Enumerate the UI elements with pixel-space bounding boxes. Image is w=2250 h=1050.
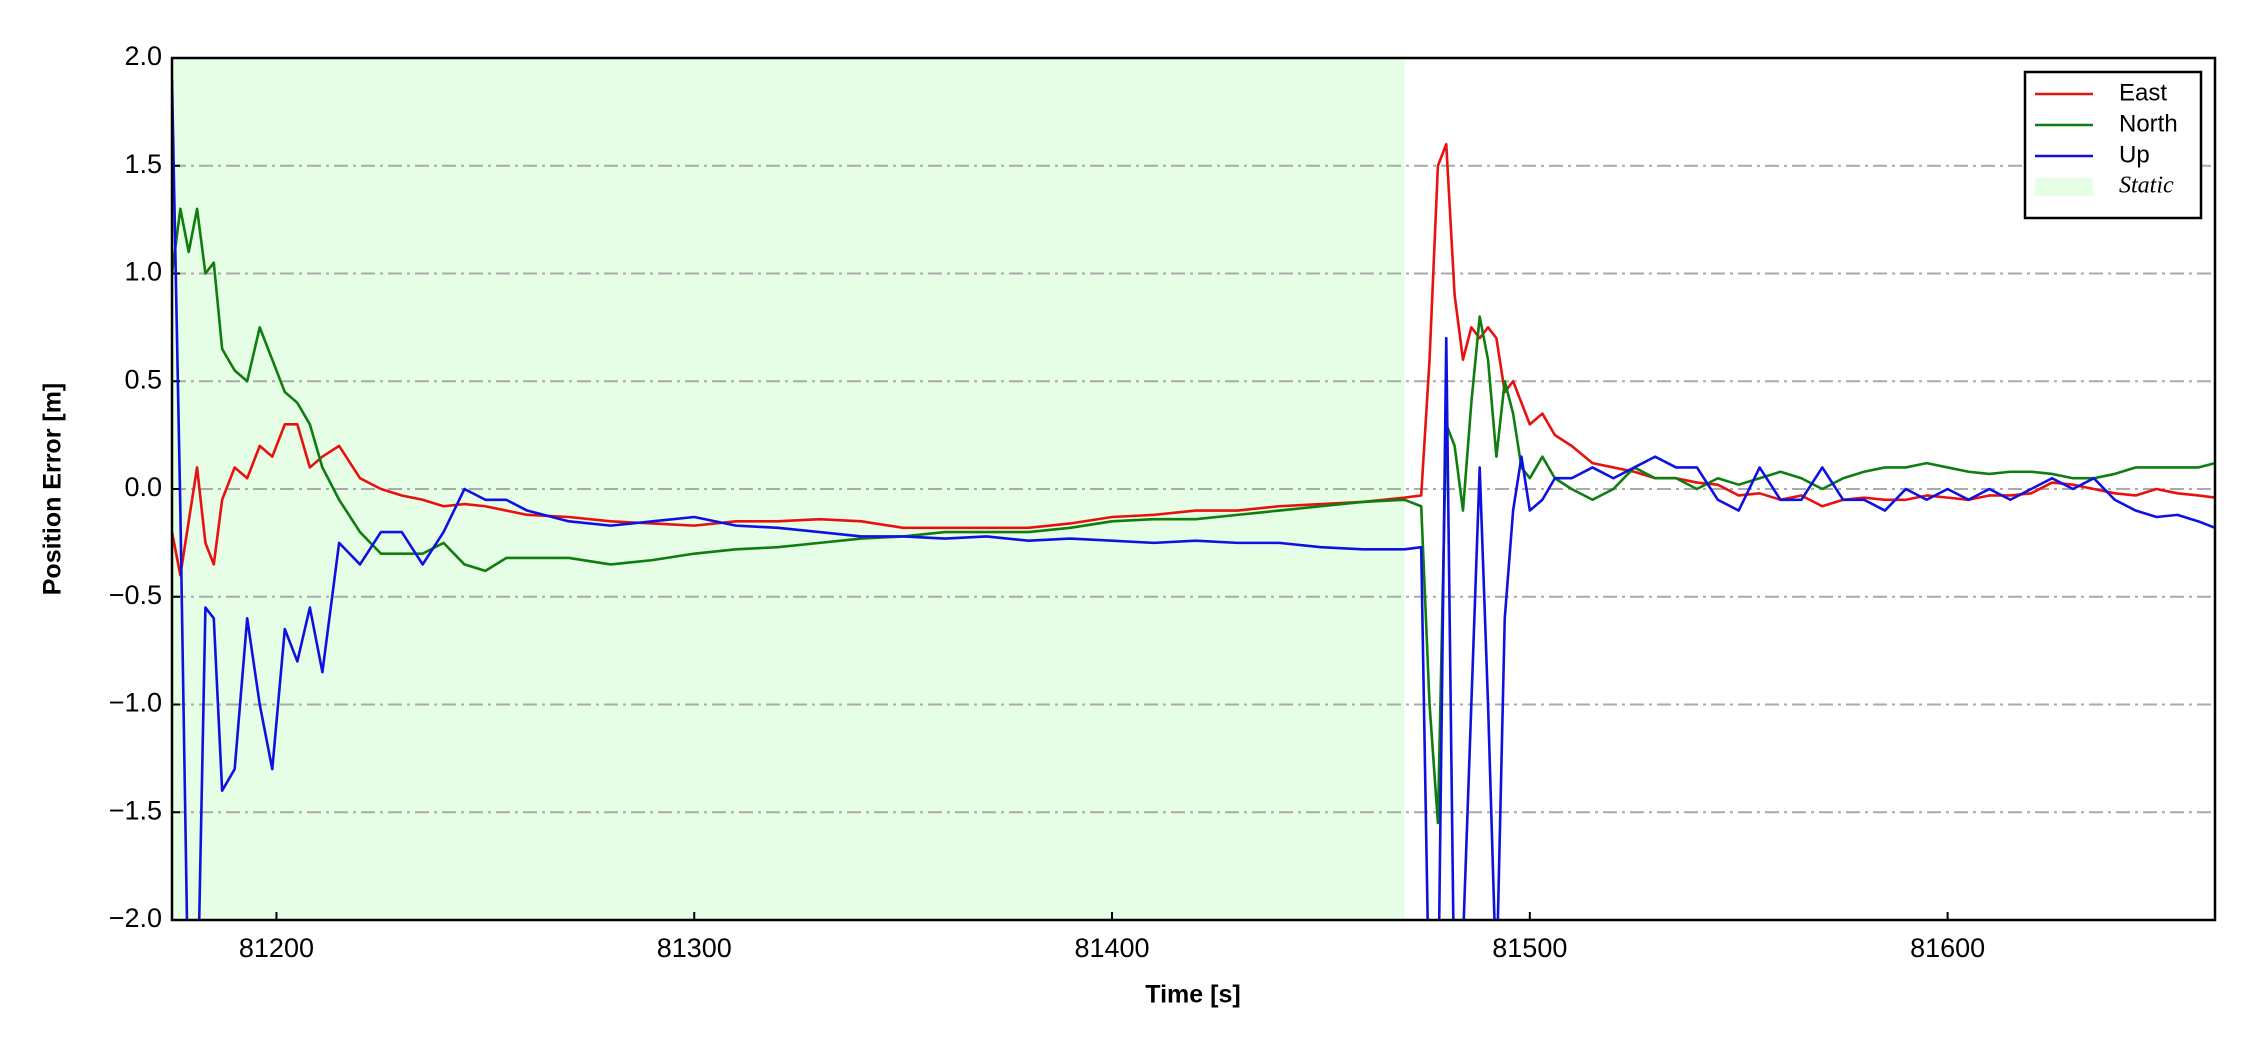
y-tick-label: −1.0 <box>109 688 162 718</box>
series-line <box>172 207 2215 825</box>
legend-label: Static <box>2119 173 2174 199</box>
y-tick-label: −2.0 <box>109 903 162 933</box>
y-tick-label: 2.0 <box>124 41 162 71</box>
x-tick-label: 81200 <box>239 933 314 963</box>
y-tick-label: 1.0 <box>124 257 162 287</box>
x-tick-label: 81500 <box>1492 933 1567 963</box>
x-tick-label: 81300 <box>657 933 732 963</box>
series-line <box>172 79 2215 920</box>
plot-frame <box>170 56 2217 922</box>
y-axis-label: Position Error [m] <box>39 383 67 596</box>
x-axis-label: Time [s] <box>1145 981 1240 1009</box>
y-tick-label: 0.5 <box>124 364 162 394</box>
plot-lines <box>172 79 2215 920</box>
legend-label: North <box>2119 110 2178 137</box>
legend-patch <box>2035 178 2093 196</box>
y-tick-label: 1.5 <box>124 149 162 179</box>
x-tick-label: 81600 <box>1910 933 1985 963</box>
legend-label: East <box>2119 79 2167 106</box>
y-tick-label: −1.5 <box>109 795 162 825</box>
x-tick-label: 81400 <box>1074 933 1149 963</box>
y-tick-label: −0.5 <box>109 580 162 610</box>
y-tick-label: 0.0 <box>124 472 162 502</box>
legend-label: Up <box>2119 141 2150 168</box>
